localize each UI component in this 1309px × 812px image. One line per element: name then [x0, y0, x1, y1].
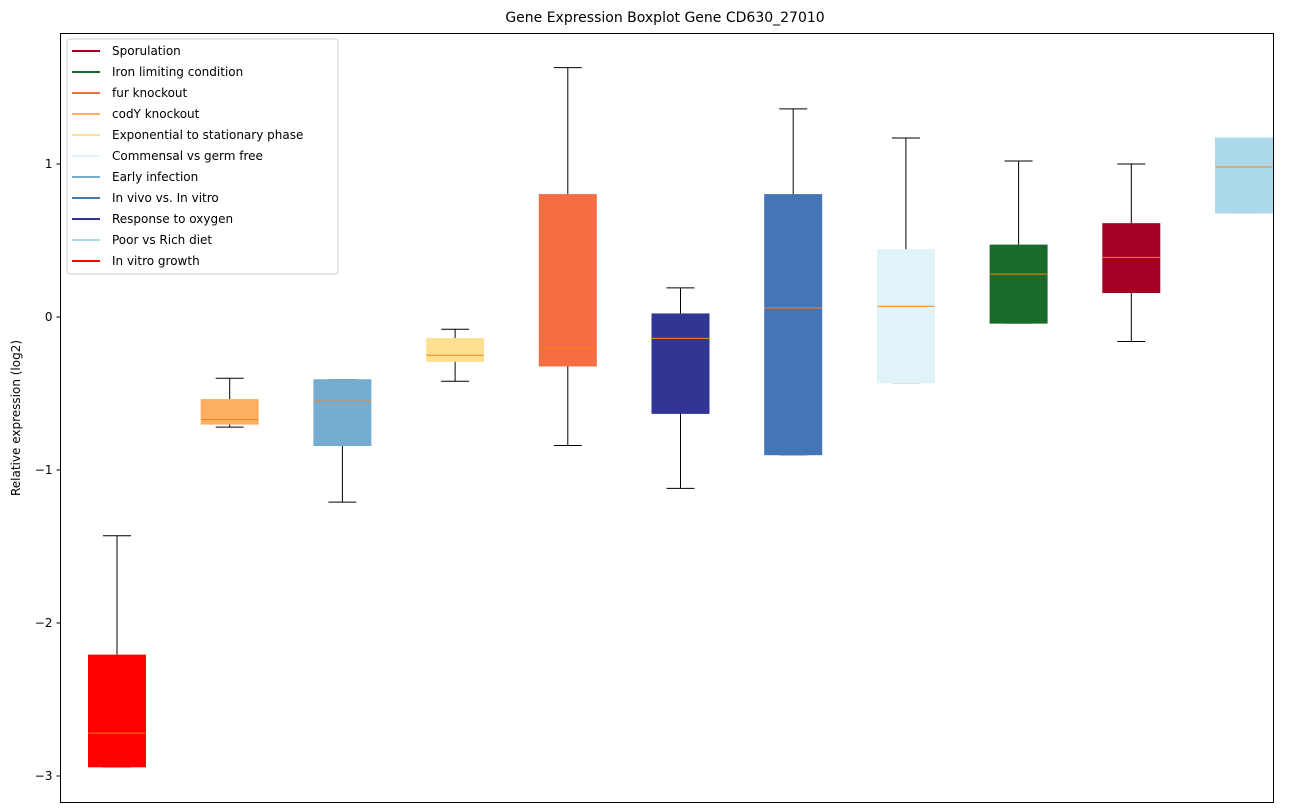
box-poor-vs-rich-diet — [1215, 137, 1273, 214]
box-early-infection — [313, 379, 372, 503]
legend-item: Poor vs Rich diet — [72, 233, 212, 247]
y-tick-label: −2 — [35, 616, 53, 630]
legend: Sporulation Iron limiting condition fur kn… — [66, 38, 339, 275]
y-tick-label: 0 — [45, 310, 53, 324]
box-body — [200, 399, 259, 425]
y-axis-label: Relative expression (log2) — [9, 340, 23, 496]
legend-label: Commensal vs germ free — [112, 149, 263, 163]
y-tick-label: −1 — [35, 463, 53, 477]
box-body — [989, 244, 1048, 324]
y-tick-label: −3 — [35, 769, 53, 783]
box-sporulation — [1102, 163, 1161, 342]
box-body — [1102, 223, 1161, 294]
box-body — [88, 654, 146, 768]
box-body — [426, 337, 485, 362]
legend-frame — [66, 38, 339, 275]
plot-frame — [60, 33, 1274, 803]
legend-item: In vitro growth — [72, 254, 200, 268]
legend-item: Exponential to stationary phase — [72, 128, 303, 142]
box-in-vivo-vs-in-vitro — [764, 108, 823, 456]
legend-item: Iron limiting condition — [72, 65, 243, 79]
legend-item: In vivo vs. In vitro — [72, 191, 219, 205]
legend-item: fur knockout — [72, 86, 188, 100]
box-in-vitro-growth — [88, 535, 146, 768]
box-cody-knockout — [200, 377, 259, 428]
y-tick-label: 1 — [45, 157, 53, 171]
legend-item: Sporulation — [72, 44, 181, 58]
legend-label: Sporulation — [112, 44, 181, 58]
box-exponential-to-stationary-phase — [426, 328, 485, 382]
legend-label: Early infection — [112, 170, 198, 184]
box-response-to-oxygen — [651, 287, 710, 489]
legend-item: Commensal vs germ free — [72, 149, 263, 163]
legend-item: Response to oxygen — [72, 212, 233, 226]
box-body — [876, 249, 935, 384]
boxes-group — [88, 67, 1273, 768]
legend-label: Poor vs Rich diet — [112, 233, 212, 247]
box-iron-limiting-condition — [989, 160, 1048, 324]
box-body — [538, 194, 597, 367]
legend-label: codY knockout — [112, 107, 200, 121]
legend-item: codY knockout — [72, 107, 200, 121]
box-commensal-vs-germ-free — [876, 137, 935, 384]
legend-label: fur knockout — [112, 86, 188, 100]
y-axis: 1 0 −1 −2 −3 — [35, 157, 61, 783]
legend-label: Iron limiting condition — [112, 65, 243, 79]
chart-title: Gene Expression Boxplot Gene CD630_27010 — [505, 10, 824, 26]
legend-label: In vivo vs. In vitro — [112, 191, 219, 205]
legend-label: In vitro growth — [112, 254, 200, 268]
legend-label: Exponential to stationary phase — [112, 128, 303, 142]
box-body — [764, 194, 823, 456]
box-body — [313, 379, 372, 447]
box-fur-knockout — [538, 67, 597, 447]
legend-label: Response to oxygen — [112, 212, 233, 226]
box-body — [651, 313, 710, 414]
legend-item: Early infection — [72, 170, 198, 184]
box-body — [1215, 137, 1273, 214]
